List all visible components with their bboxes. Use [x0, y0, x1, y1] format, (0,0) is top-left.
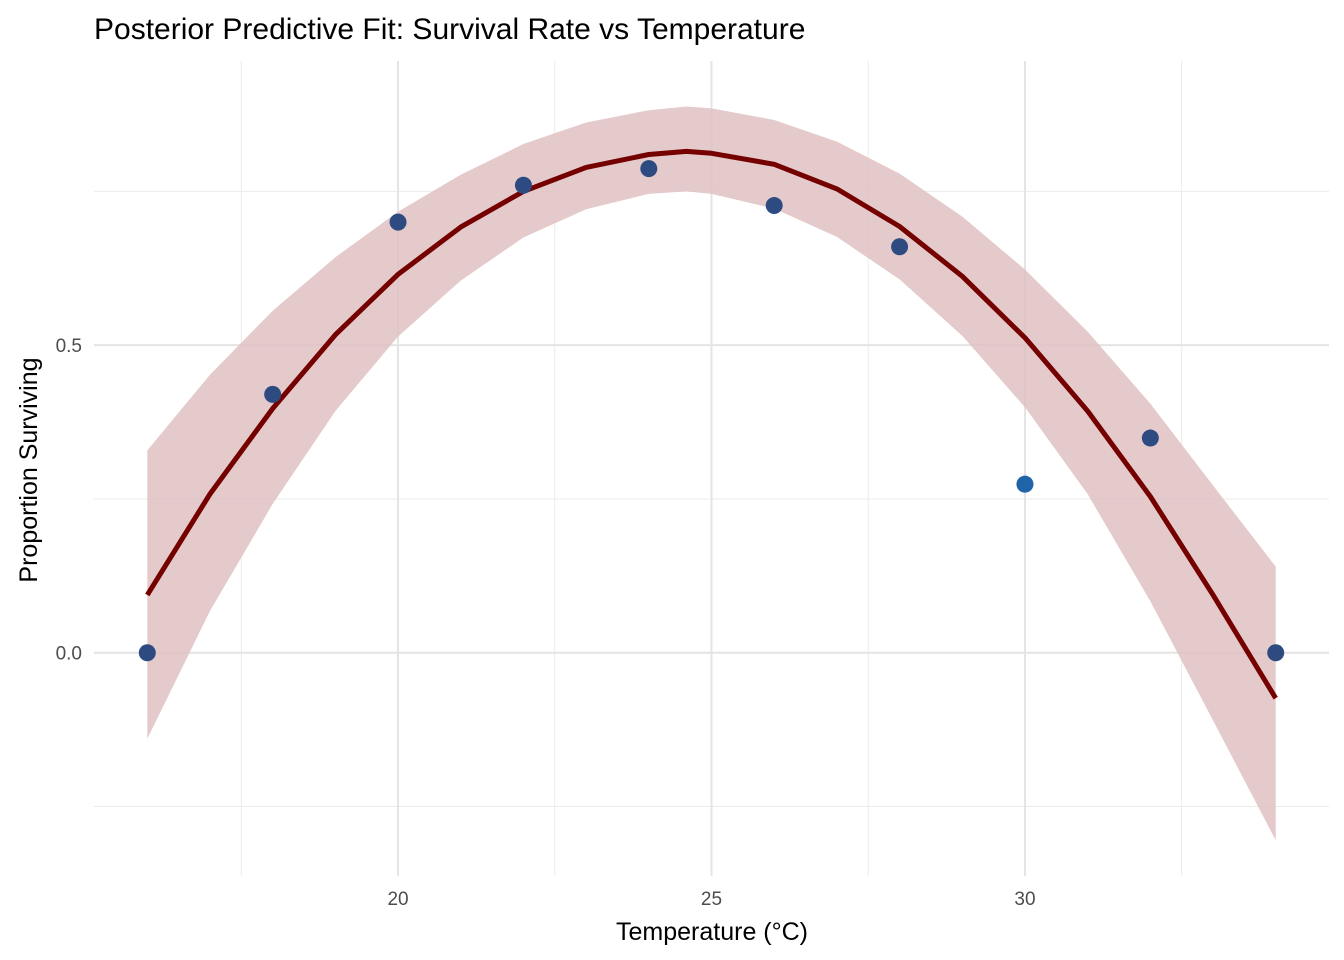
data-point: [514, 176, 532, 194]
x-tick-labels: 20 25 30: [387, 889, 1035, 910]
data-point: [389, 213, 407, 231]
data-point: [1016, 475, 1034, 493]
x-tick-label: 30: [1014, 889, 1035, 910]
credible-band: [147, 106, 1276, 841]
x-tick-label: 25: [701, 889, 722, 910]
data-point: [264, 385, 282, 403]
data-point: [765, 197, 783, 215]
data-point: [1141, 429, 1159, 447]
posterior-mean-line: [145, 148, 1278, 700]
credible-band-layer: [147, 106, 1276, 841]
data-point: [1267, 644, 1285, 662]
data-point: [138, 644, 156, 662]
chart-title: Posterior Predictive Fit: Survival Rate …: [94, 13, 805, 46]
data-point: [891, 238, 909, 256]
x-axis-title: Temperature (°C): [616, 918, 808, 946]
observed-points-layer: [138, 160, 1285, 662]
data-point: [640, 160, 658, 178]
y-tick-labels: 0.0 0.5: [56, 336, 82, 665]
posterior-mean-layer: [145, 148, 1278, 700]
y-axis-title: Proportion Surviving: [15, 357, 43, 582]
y-tick-label: 0.0: [56, 644, 82, 665]
y-tick-label: 0.5: [56, 336, 82, 357]
x-tick-label: 20: [387, 889, 408, 910]
